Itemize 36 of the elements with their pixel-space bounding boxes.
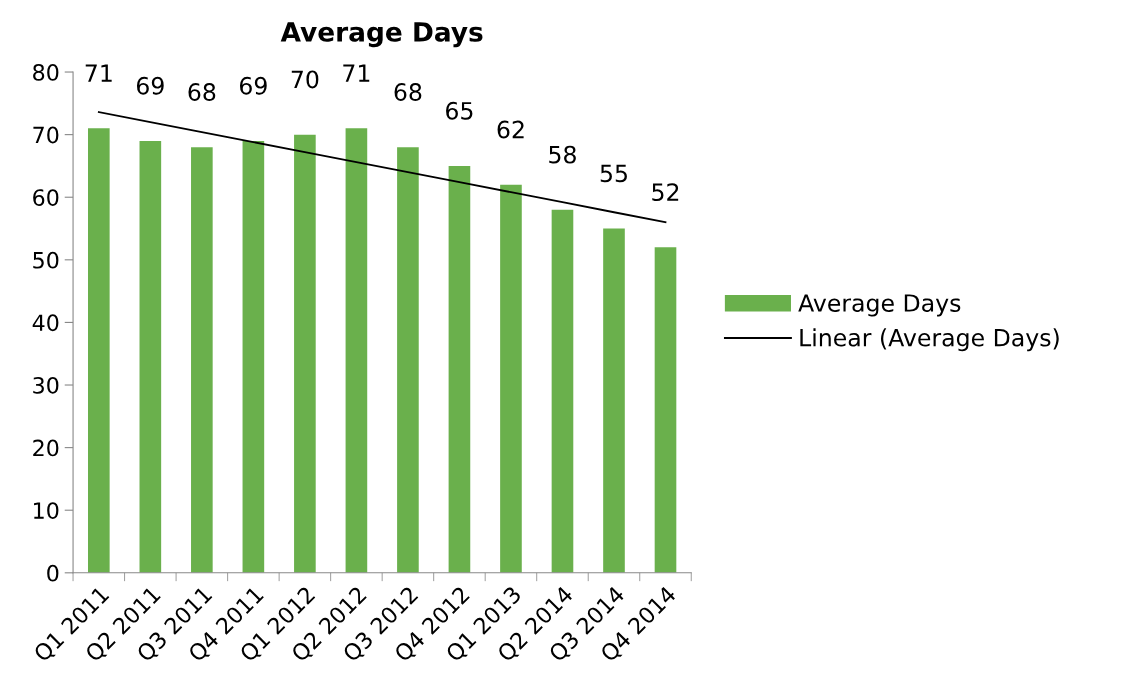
data-label: 70 bbox=[291, 70, 319, 89]
bar bbox=[242, 140, 265, 573]
legend-label: Average Days bbox=[798, 294, 961, 317]
bar bbox=[654, 247, 677, 573]
data-label: 52 bbox=[652, 183, 679, 202]
bar bbox=[500, 184, 522, 573]
data-label: 55 bbox=[600, 164, 627, 183]
data-label: 68 bbox=[394, 83, 422, 101]
y-tick-label: 70 bbox=[33, 126, 59, 144]
y-tick-label: 80 bbox=[33, 63, 59, 81]
chart-title: Average Days bbox=[280, 22, 483, 48]
data-label: 68 bbox=[188, 83, 216, 101]
data-label: 71 bbox=[343, 64, 370, 82]
bar bbox=[139, 140, 162, 573]
bar bbox=[603, 228, 625, 573]
bar bbox=[191, 147, 213, 573]
data-label: 69 bbox=[136, 76, 164, 95]
data-label: 71 bbox=[85, 64, 112, 82]
y-tick-label: 50 bbox=[33, 251, 59, 269]
bar bbox=[345, 128, 368, 573]
data-label: 62 bbox=[497, 120, 524, 139]
y-tick-label: 60 bbox=[33, 189, 59, 206]
y-tick-label: 10 bbox=[34, 502, 59, 519]
y-tick-label: 40 bbox=[32, 314, 59, 332]
y-tick-label: 0 bbox=[47, 564, 59, 582]
bar bbox=[551, 209, 574, 573]
bar bbox=[88, 128, 110, 573]
data-label: 58 bbox=[549, 145, 576, 164]
bar bbox=[397, 147, 419, 573]
data-label: 69 bbox=[239, 76, 267, 95]
y-tick-label: 30 bbox=[33, 376, 59, 394]
data-label: 65 bbox=[446, 101, 473, 120]
bar bbox=[294, 134, 316, 573]
legend-label: Linear (Average Days) bbox=[800, 328, 1059, 352]
y-tick-label: 20 bbox=[33, 439, 59, 457]
bar bbox=[448, 165, 471, 573]
